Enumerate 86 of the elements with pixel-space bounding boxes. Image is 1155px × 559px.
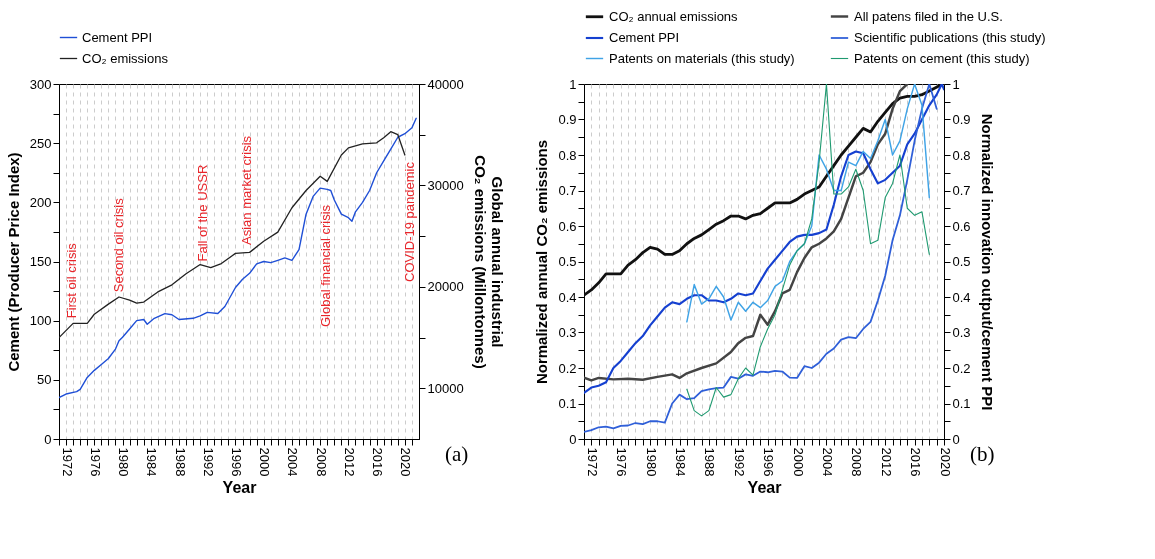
y2-axis-title: Global annual industrial CO₂ emissions (Millontonnes) — [471, 155, 506, 369]
line-series — [584, 84, 944, 297]
y2-tick-label: 0.4 — [952, 289, 971, 305]
annotation: Asian market crisis — [239, 135, 254, 245]
y-axis-title: Normalized annual CO₂ emissions — [533, 139, 551, 385]
y2-tick-label: 0.7 — [952, 183, 971, 198]
x-tick-label: 2016 — [370, 447, 386, 477]
y2-axis-title: Normalized innovation output/cement PPI — [978, 113, 996, 411]
x-tick-label: 2000 — [257, 447, 273, 477]
x-tick-label: 2008 — [313, 447, 329, 477]
y-tick-label: 0.1 — [558, 396, 577, 411]
line-series — [686, 84, 931, 323]
text: (b) — [970, 442, 995, 466]
y2-tick-label: 30000 — [427, 177, 464, 193]
y-tick-label: 0.5 — [558, 254, 577, 269]
y-tick-label: 0.4 — [558, 289, 577, 305]
x-tick-label: 1976 — [87, 447, 103, 477]
x-tick-label: 1996 — [761, 447, 777, 477]
y2-tick-label: 40000 — [427, 76, 464, 92]
y2-tick-label: 0 — [952, 431, 960, 447]
y2-tick-label: 0.5 — [952, 254, 971, 269]
y-tick-label: 0.3 — [558, 325, 577, 340]
x-tick-label: 1976 — [614, 447, 630, 477]
y-tick-label: 0.9 — [558, 112, 577, 127]
y2-tick-label: 0.2 — [952, 360, 971, 376]
x-tick-label: 2000 — [790, 447, 806, 477]
y-tick-label: 0.8 — [558, 147, 577, 163]
x-tick-label: 2012 — [878, 447, 894, 477]
x-tick-label: 1984 — [673, 447, 689, 477]
legend-label: Cement PPI — [82, 29, 153, 45]
y-tick-label: 0 — [44, 431, 52, 447]
annotation: Global financial crisis — [318, 204, 333, 327]
y-tick-label: 100 — [29, 313, 52, 329]
y-tick-label: 1 — [569, 76, 577, 92]
y2-tick-label: 20000 — [427, 279, 464, 295]
text: (a) — [445, 442, 469, 466]
legend-label: Cement PPI — [609, 30, 680, 45]
y2-tick-label: 0.6 — [952, 218, 971, 234]
annotation: Fall of the USSR — [195, 164, 210, 262]
y2-tick-label: 0.8 — [952, 147, 971, 163]
x-tick-label: 1972 — [59, 447, 75, 477]
y-tick-label: 0.6 — [558, 218, 577, 234]
x-tick-label: 1972 — [584, 447, 600, 477]
x-axis-title: Year — [747, 479, 782, 497]
y2-tick-label: 10000 — [427, 380, 464, 396]
y-tick-label: 200 — [29, 194, 52, 210]
x-tick-label: 1984 — [144, 447, 160, 477]
y2-tick-label: 0.9 — [952, 112, 971, 127]
line-series — [59, 117, 417, 399]
y-tick-label: 0 — [569, 431, 577, 447]
x-tick-label: 1992 — [731, 447, 747, 477]
line-series — [686, 84, 930, 417]
y-tick-label: 0.2 — [558, 360, 577, 376]
y2-tick-label: 0.3 — [952, 325, 971, 340]
x-tick-label: 2012 — [341, 447, 357, 477]
x-axis-title: Year — [222, 479, 257, 497]
y-tick-label: 50 — [37, 372, 52, 388]
y-tick-label: 150 — [29, 254, 52, 269]
line-series — [59, 131, 406, 339]
legend-label: Scientific publications (this study) — [854, 30, 1046, 45]
x-tick-label: 2020 — [937, 447, 953, 477]
x-tick-label: 1996 — [228, 447, 244, 477]
legend-label: Patents on cement (this study) — [854, 50, 1030, 66]
y2-tick-label: 0.1 — [952, 396, 971, 411]
legend-label: CO₂ annual emissions — [609, 8, 739, 24]
y-tick-label: 300 — [29, 76, 52, 92]
x-tick-label: 2008 — [849, 447, 865, 477]
legend-label: CO₂ emissions — [82, 50, 169, 66]
x-tick-label: 2004 — [285, 447, 301, 477]
x-tick-label: 1988 — [172, 447, 188, 477]
y-tick-label: 0.7 — [558, 183, 577, 198]
y-axis-title: Cement (Producer Price Index) — [4, 152, 22, 372]
x-tick-label: 2016 — [908, 447, 924, 477]
annotation: COVID-19 pandemic — [402, 161, 417, 282]
legend-label: All patens filed in the U.S. — [854, 8, 1003, 24]
x-tick-label: 2004 — [819, 447, 835, 477]
x-tick-label: 1988 — [702, 447, 718, 477]
y-tick-label: 250 — [29, 135, 52, 151]
annotation: First oil crisis — [64, 242, 80, 319]
x-tick-label: 1980 — [116, 447, 132, 477]
x-tick-label: 1992 — [200, 447, 216, 477]
x-tick-label: 1980 — [643, 447, 659, 477]
legend-label: Patents on materials (this study) — [609, 50, 795, 66]
y2-tick-label: 1 — [952, 76, 960, 92]
annotation: Second oil crisis — [111, 197, 126, 293]
x-tick-label: 2020 — [398, 447, 414, 477]
